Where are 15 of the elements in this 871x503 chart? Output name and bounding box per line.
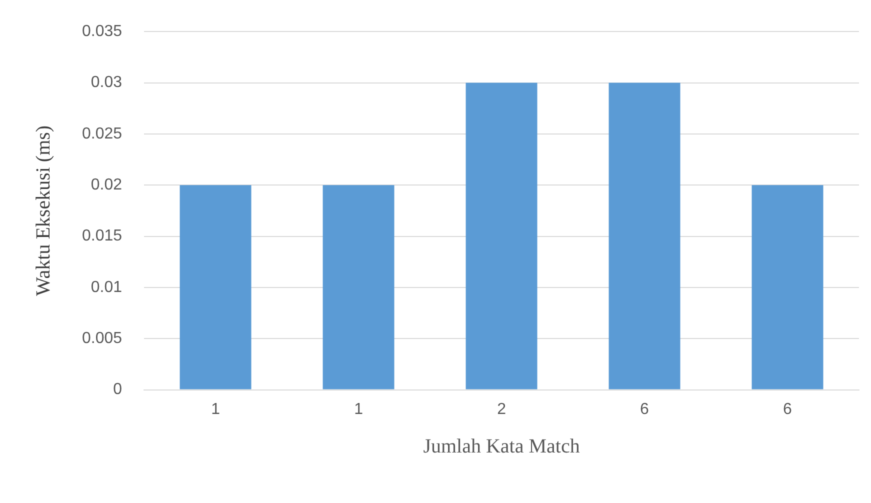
y-axis-title: Waktu Eksekusi (ms) (32, 125, 54, 296)
y-tick-label: 0.01 (90, 278, 122, 296)
y-tick-label: 0.005 (82, 330, 122, 348)
y-tick-label: 0.015 (82, 228, 122, 245)
y-tick-label: 0.025 (82, 125, 122, 142)
x-tick-label: 1 (354, 400, 364, 418)
y-tick-label: 0 (113, 381, 122, 398)
y-tick-label: 0.035 (82, 23, 122, 40)
x-tick-label: 2 (497, 400, 506, 418)
x-axis-title: Jumlah Kata Match (423, 435, 580, 458)
x-tick-label: 6 (640, 400, 650, 418)
x-tick-label: 1 (211, 400, 220, 418)
y-tick-label: 0.02 (90, 176, 122, 194)
y-tick-label: 0.03 (90, 74, 122, 92)
x-tick-label: 6 (783, 400, 792, 418)
